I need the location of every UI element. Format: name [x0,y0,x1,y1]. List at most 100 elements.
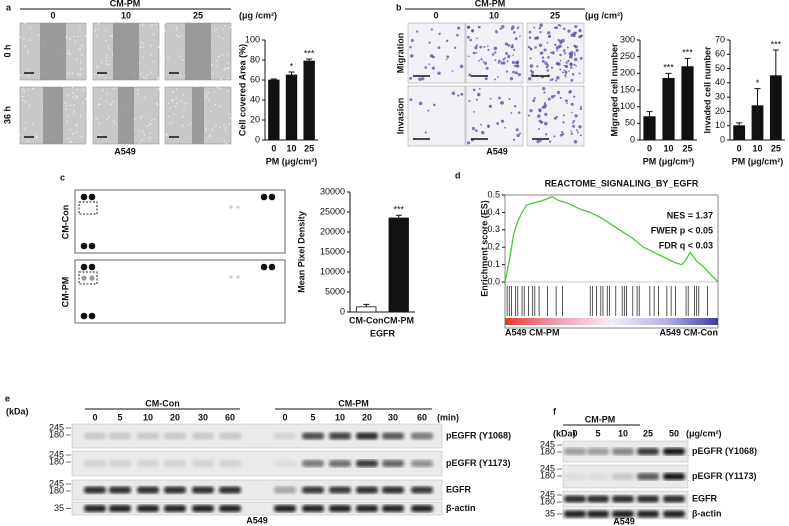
kda-marker: 180 [540,470,555,480]
texture [65,108,68,110]
texture [73,132,75,135]
cell [480,123,482,126]
significance: *** [393,205,404,215]
blot-label: EGFR [692,493,718,503]
error-bar [288,71,295,75]
unit-label: (μg/cm²) [686,428,722,438]
texture [164,22,167,25]
texture [27,89,30,91]
cell [472,88,476,92]
texture [19,133,21,136]
time-label: 10 [335,412,345,422]
time-label: 5 [117,412,122,422]
blot [71,501,443,516]
y-tick-label: 0.4 [487,207,500,217]
cell [573,63,576,66]
cell [472,51,476,55]
cell [562,27,566,30]
band [382,460,404,467]
kda-marker: 180 [540,446,555,456]
texture [205,129,208,131]
cell [457,26,461,30]
texture [104,77,107,80]
texture [219,126,221,129]
texture [157,46,160,48]
texture [157,88,160,90]
header: CM-PM [585,414,616,424]
bar [303,60,315,141]
cell [491,53,495,56]
cell [572,124,576,128]
texture [223,25,226,27]
significance: * [290,61,294,71]
cell [561,130,564,134]
cell [484,77,488,81]
cell [475,44,478,47]
bar [751,105,764,141]
band [84,432,106,440]
band [637,448,659,455]
texture [225,143,228,145]
band [329,460,351,467]
cell [564,75,567,78]
error-bar [665,72,672,79]
time-label: 30 [198,412,208,422]
texture [149,132,151,135]
texture [229,117,232,119]
texture [71,72,74,74]
texture [182,59,184,61]
spot [88,263,96,271]
row-label: 0 h [2,44,12,57]
wound-gap [118,87,134,144]
texture [175,34,178,36]
cell [505,52,508,55]
cell [545,133,548,136]
texture [105,60,108,63]
cell [570,66,573,69]
texture [139,117,142,119]
highlight-box [78,201,98,215]
annotation: NES = 1.37 [667,210,713,220]
cell [516,60,520,64]
texture [66,95,69,97]
cell [539,30,542,34]
cell [418,101,423,106]
texture [227,53,229,56]
band [564,510,586,518]
cell [476,37,478,40]
cell [572,122,574,124]
cell [569,62,573,67]
error-bar [306,58,313,61]
texture [111,35,113,38]
cell [537,128,540,130]
cell [558,46,561,49]
dose-label: 0 [50,10,55,20]
cell [558,39,563,44]
texture [110,103,112,106]
panel-label: a [6,2,12,12]
cell [467,25,471,29]
cell [494,59,497,62]
y-axis-label: Mean Pixel Density [296,211,306,293]
texture [76,124,79,127]
y-tick-label: 20 [715,106,725,116]
cell [513,48,516,51]
cell [573,51,576,54]
kda-marker: 245 [540,439,555,449]
texture [69,53,71,55]
cell [559,24,562,27]
band [356,432,378,440]
texture [157,78,159,81]
texture [93,73,96,76]
band [612,495,634,503]
cell [505,70,509,73]
texture [226,62,229,64]
texture [112,87,115,90]
cell [424,66,428,69]
texture [79,73,81,76]
cell [410,39,414,42]
y-tick-label: 50 [625,118,635,128]
band [637,510,659,518]
kda-marker: 245 [49,478,64,488]
